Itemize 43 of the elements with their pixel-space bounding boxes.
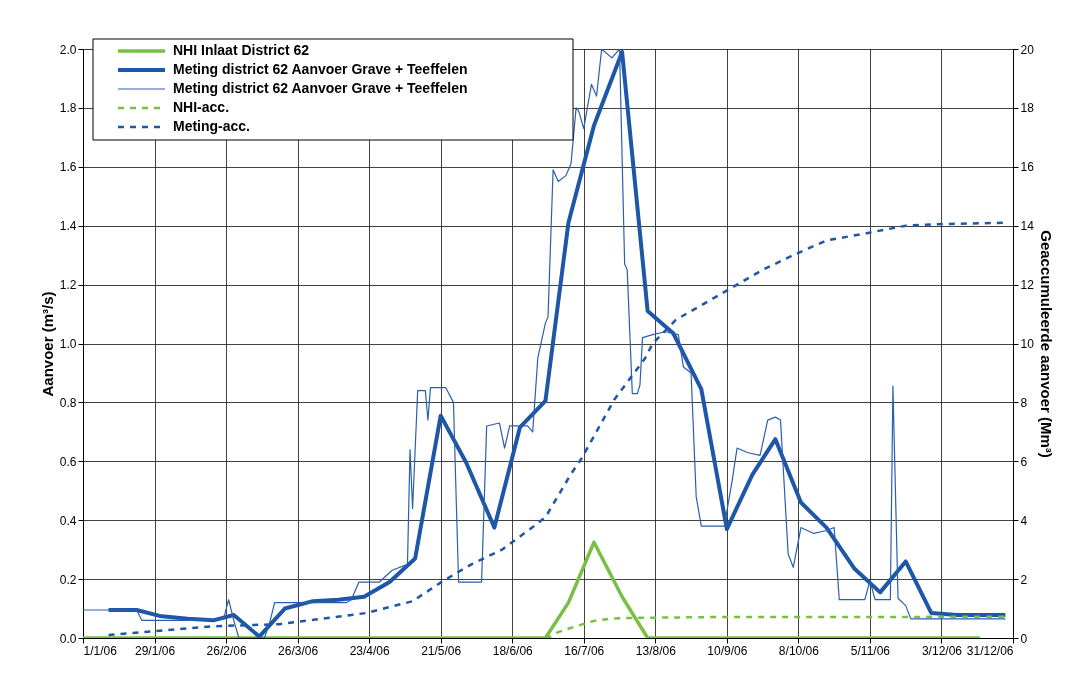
y2-tick-label: 12 [1020, 278, 1035, 293]
y2-tick-label: 16 [1020, 160, 1035, 175]
legend-label: NHI Inlaat District 62 [173, 42, 310, 58]
y-axis-title: Aanvoer (m³/s) [38, 291, 56, 397]
y2-tick-label: 2 [1020, 572, 1028, 587]
y-tick-label: 0.8 [59, 395, 77, 410]
y2-tick-label: 18 [1020, 101, 1035, 116]
legend-label: Meting district 62 Aanvoer Grave + Teeffelen [173, 80, 468, 96]
y-tick-label: 1.8 [59, 101, 77, 116]
x-tick-label: 13/8/06 [635, 643, 677, 658]
y2-tick-label: 20 [1020, 42, 1035, 57]
y2-axis-title: Geaccumuleerde aanvoer (Mm³) [1037, 230, 1055, 458]
legend-label: Meting district 62 Aanvoer Grave + Teeffelen [173, 61, 468, 77]
y-tick-label: 1.6 [59, 160, 77, 175]
y-tick-label: 1.2 [59, 278, 77, 293]
x-tick-label: 16/7/06 [564, 643, 605, 658]
y2-tick-label: 10 [1020, 337, 1035, 351]
x-tick-label: 1/1/06 [83, 643, 118, 658]
y-tick-label: 1.0 [59, 337, 77, 351]
y2-tick-label: 0 [1020, 631, 1028, 646]
y2-tick-label: 6 [1020, 454, 1028, 469]
y-tick-label: 0.6 [59, 454, 77, 469]
legend-label: NHI-acc. [173, 99, 230, 115]
x-tick-label: 26/2/06 [206, 643, 247, 658]
x-tick-label: 26/3/06 [278, 643, 319, 658]
legend-label: Meting-acc. [173, 118, 251, 134]
y-tick-label: 0.2 [59, 572, 77, 587]
x-tick-label: 10/9/06 [707, 643, 748, 658]
y-tick-label: 0.4 [59, 513, 77, 528]
x-tick-label: 31/12/06 [966, 643, 1014, 658]
x-tick-label: 18/6/06 [492, 643, 534, 658]
x-tick-label: 29/1/06 [135, 643, 176, 658]
y-tick-label: 0.0 [59, 631, 77, 646]
x-tick-label: 21/5/06 [421, 643, 462, 658]
x-tick-label: 8/10/06 [778, 643, 820, 658]
y2-tick-label: 14 [1020, 219, 1035, 234]
x-tick-label: 5/11/06 [850, 643, 891, 658]
x-tick-label: 3/12/06 [921, 643, 963, 658]
y-tick-label: 1.4 [59, 219, 77, 234]
x-tick-label: 23/4/06 [349, 643, 390, 658]
y2-tick-label: 4 [1020, 513, 1028, 528]
y2-tick-label: 8 [1020, 395, 1028, 410]
y-tick-label: 2.0 [59, 42, 77, 57]
